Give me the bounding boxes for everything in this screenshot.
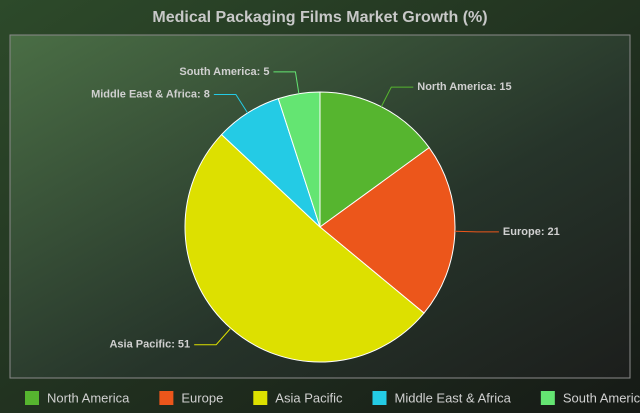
chart-title: Medical Packaging Films Market Growth (%… xyxy=(152,9,487,26)
pie-slice xyxy=(319,91,430,228)
data-label: Asia Pacific: 51 xyxy=(109,339,190,351)
pie: North America: 15 Europe: 21 Asia Pacific:… xyxy=(91,66,560,363)
legend-label: Europe xyxy=(181,390,223,405)
legend-swatch xyxy=(159,391,174,405)
legend-swatch xyxy=(540,391,555,405)
legend-swatch xyxy=(372,391,387,405)
legend-swatch xyxy=(25,391,39,405)
legend-label: North America xyxy=(47,390,130,405)
connector xyxy=(213,93,249,114)
data-label: Europe: 21 xyxy=(503,226,560,238)
pie-slice xyxy=(184,133,425,363)
legend-label: Asia Pacific xyxy=(275,390,343,405)
connector xyxy=(194,327,232,346)
legend-label: Middle East & Africa xyxy=(395,390,512,405)
connector xyxy=(454,230,499,233)
data-label: North America: 15 xyxy=(417,81,511,93)
pie-slice xyxy=(277,91,321,228)
connector xyxy=(380,86,414,107)
data-label: South America: 5 xyxy=(179,66,269,78)
pie-slice xyxy=(319,146,456,314)
connector xyxy=(273,71,300,94)
legend-label: South America xyxy=(563,390,640,405)
legend: North America Europe Asia Pacific Middle Ea… xyxy=(25,390,640,405)
data-label: Middle East & Africa: 8 xyxy=(91,88,210,100)
legend-swatch xyxy=(253,391,268,405)
